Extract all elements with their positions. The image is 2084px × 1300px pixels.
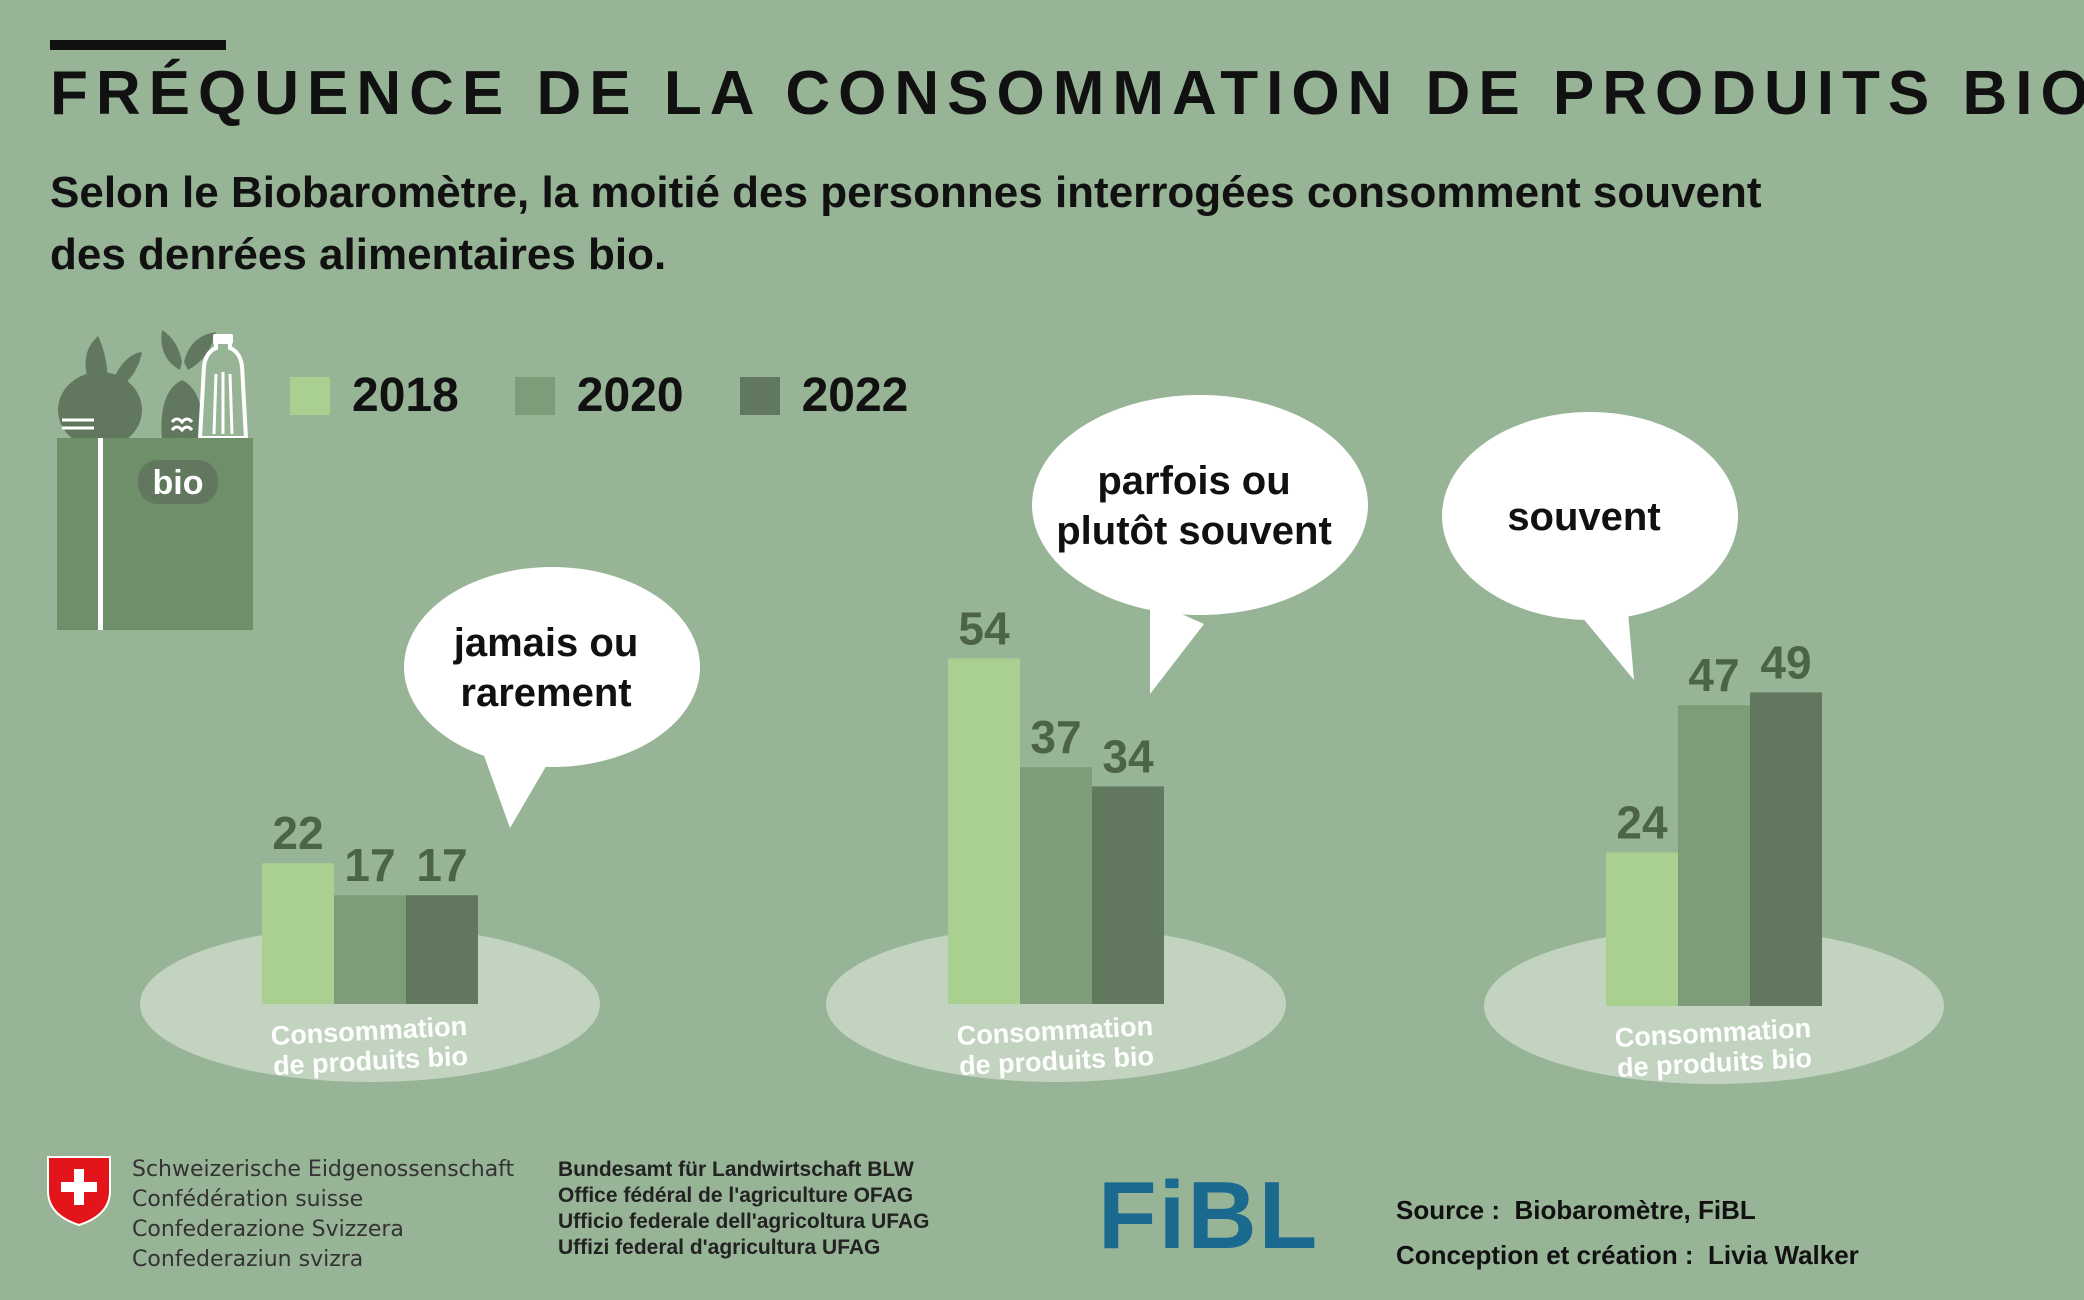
source-line: Source : Biobaromètre, FiBL <box>1396 1188 1859 1233</box>
speech-bubble <box>1442 412 1738 620</box>
office-line: Office fédéral de l'agriculture OFAG <box>558 1184 914 1207</box>
page-title: FRÉQUENCE DE LA CONSOMMATION DE PRODUITS… <box>50 59 2084 128</box>
bar-2020 <box>1020 767 1092 1004</box>
bar-2018 <box>262 863 334 1004</box>
bar-2018 <box>1606 852 1678 1006</box>
category-label: rarement <box>460 671 631 715</box>
speech-bubble-tail <box>482 750 548 828</box>
title-accent-bar <box>50 40 226 50</box>
source-value: Biobaromètre, FiBL <box>1514 1195 1756 1225</box>
legend-label-2018: 2018 <box>352 369 459 422</box>
federation-line: Confederaziun svizra <box>132 1247 364 1272</box>
legend-item-2018: 2018 <box>290 368 459 423</box>
bar-2018 <box>948 658 1020 1004</box>
legend-swatch-2022 <box>739 376 780 415</box>
bag-label: bio <box>153 464 204 502</box>
federation-line: Confédération suisse <box>132 1187 364 1212</box>
design-label: Conception et création : <box>1396 1240 1694 1270</box>
legend-item-2020: 2020 <box>514 368 684 423</box>
value-label: 17 <box>344 839 395 891</box>
bar-2020 <box>1678 705 1750 1006</box>
value-label: 37 <box>1030 711 1081 763</box>
legend-swatch-2020 <box>514 376 555 415</box>
fibl-logo: FiBL <box>1098 1162 1320 1269</box>
value-label: 34 <box>1102 730 1154 782</box>
speech-bubble <box>404 567 700 767</box>
federation-line: Schweizerische Eidgenossenschaft <box>132 1157 515 1182</box>
office-names: Bundesamt für Landwirtschaft BLW Office … <box>558 1157 929 1261</box>
speech-bubble-tail <box>1572 605 1634 680</box>
design-value: Livia Walker <box>1708 1240 1859 1270</box>
bar-2022 <box>1092 786 1164 1004</box>
speech-bubble-tail <box>1150 600 1204 694</box>
category-label: jamais ou <box>453 621 639 665</box>
category-label: souvent <box>1507 495 1660 539</box>
office-line: Bundesamt für Landwirtschaft BLW <box>558 1158 914 1181</box>
bar-2022 <box>1750 692 1822 1006</box>
subtitle: Selon le Biobaromètre, la moitié des per… <box>50 162 1950 286</box>
bar-2022 <box>406 895 478 1004</box>
office-line: Uffizi federal d'agricultura UFAG <box>558 1236 881 1259</box>
value-label: 54 <box>958 602 1010 654</box>
legend-label-2022: 2022 <box>801 369 909 422</box>
subtitle-line-2: des denrées alimentaires bio. <box>50 230 667 279</box>
federation-line: Confederazione Svizzera <box>132 1217 404 1242</box>
category-label: parfois ou <box>1097 459 1290 503</box>
value-label: 22 <box>272 807 323 859</box>
value-label: 49 <box>1760 636 1811 688</box>
swiss-cross-icon <box>47 1156 111 1227</box>
office-line: Ufficio federale dell'agricoltura UFAG <box>558 1210 930 1233</box>
bar-2020 <box>334 895 406 1004</box>
category-label: plutôt souvent <box>1056 509 1332 553</box>
speech-bubble <box>1032 395 1368 615</box>
value-label: 24 <box>1616 796 1668 848</box>
value-label: 47 <box>1688 649 1739 701</box>
design-line: Conception et création : Livia Walker <box>1396 1233 1859 1278</box>
subtitle-line-1: Selon le Biobaromètre, la moitié des per… <box>50 168 1762 217</box>
legend-swatch-2018 <box>290 376 330 415</box>
legend-label-2020: 2020 <box>576 369 684 422</box>
organic-bag-icon: bio <box>57 330 253 630</box>
legend-item-2022: 2022 <box>739 368 909 423</box>
federation-names: Schweizerische Eidgenossenschaft Confédé… <box>132 1155 514 1275</box>
legend: 2018 2020 2022 <box>290 368 908 423</box>
source-label: Source : <box>1396 1195 1501 1225</box>
credits: Source : Biobaromètre, FiBL Conception e… <box>1396 1188 1859 1278</box>
value-label: 17 <box>416 839 467 891</box>
